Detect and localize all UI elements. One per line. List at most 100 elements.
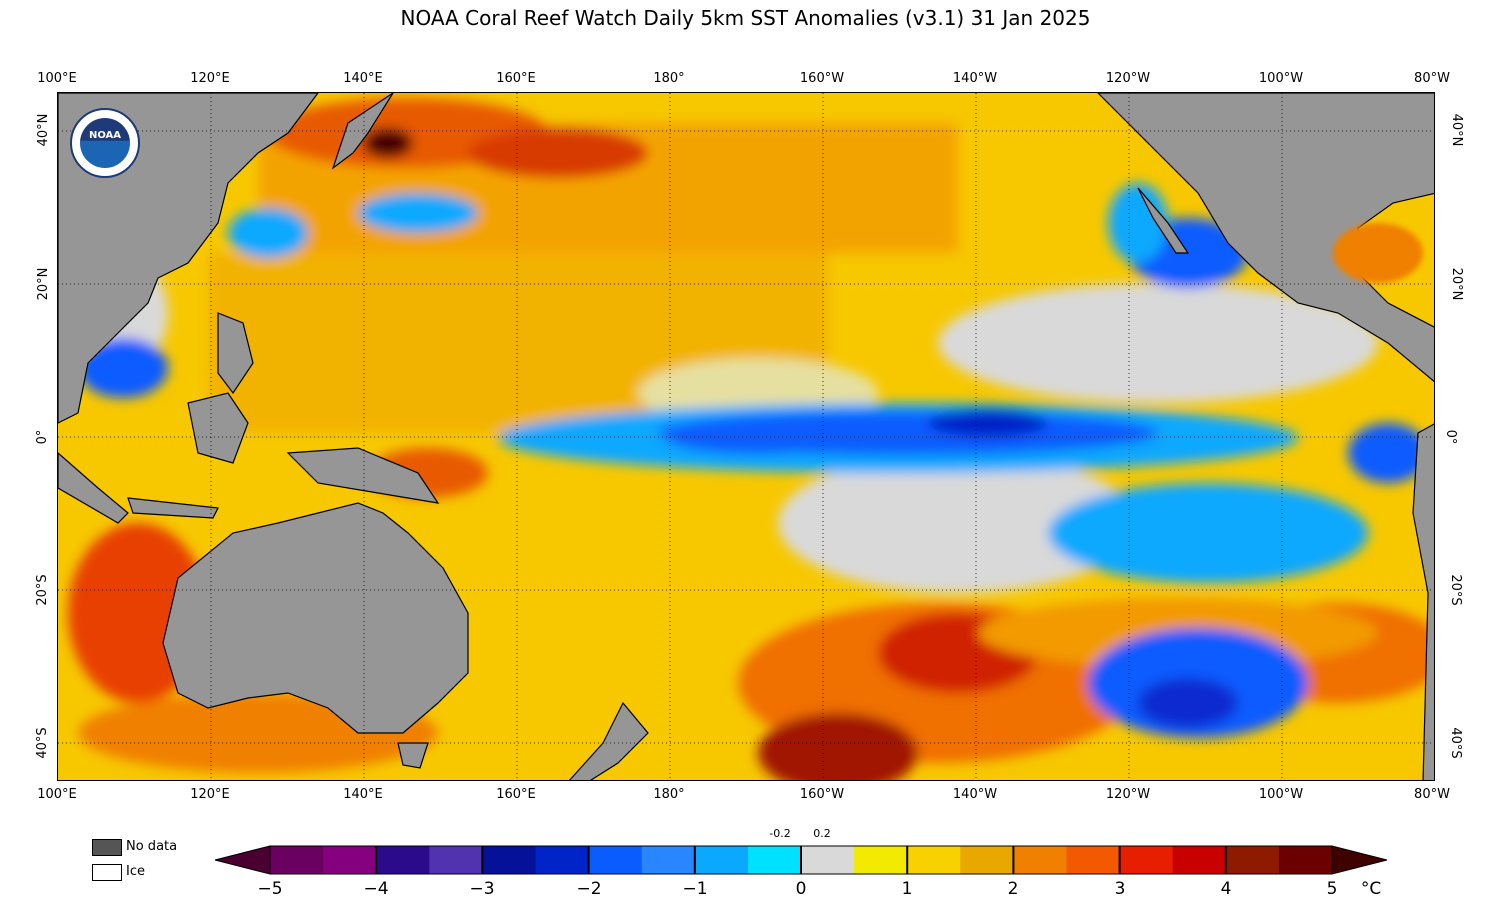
- lon-label-top: 140°E: [343, 71, 383, 86]
- colorbar-tick-label: −3: [469, 879, 495, 899]
- noaa-logo: NOAA: [70, 108, 140, 178]
- lat-label-left: 40°S: [35, 727, 51, 759]
- land-java: [127, 497, 219, 519]
- colorbar-segment: [429, 846, 483, 874]
- neutral-region: [778, 453, 1138, 593]
- lat-label-right: 40°S: [1448, 727, 1464, 759]
- colorbar-max-arrow: [1331, 845, 1388, 875]
- lon-label-top: 120°W: [1105, 71, 1151, 86]
- colorbar-unit: °C: [1360, 879, 1382, 899]
- lat-label-left: 40°N: [35, 113, 51, 147]
- lon-label-bottom: 140°E: [343, 787, 383, 802]
- colorbar-segment: [907, 846, 961, 874]
- ice-label: Ice: [126, 864, 145, 879]
- anomaly-region: [363, 128, 413, 158]
- colorbar-tick-label: −4: [363, 879, 389, 899]
- lon-label-top: 100°E: [37, 71, 77, 86]
- lon-label-bottom: 160°E: [496, 787, 536, 802]
- lon-label-top: 80°W: [1414, 71, 1450, 86]
- lon-label-bottom: 140°W: [952, 787, 998, 802]
- land-borneo: [187, 392, 249, 464]
- colorbar-segment: [588, 846, 643, 874]
- colorbar-segment: [1172, 846, 1227, 874]
- lon-label-top: 160°W: [799, 71, 845, 86]
- no-data-label: No data: [126, 839, 178, 854]
- land-south-america: [1412, 423, 1434, 780]
- colorbar-segment: [1119, 846, 1174, 874]
- lon-label-top: 120°E: [190, 71, 230, 86]
- lon-label-bottom: 120°W: [1105, 787, 1151, 802]
- land-asia: [58, 93, 319, 424]
- lon-label-bottom: 100°E: [37, 787, 77, 802]
- colorbar-tick-label: 4: [1220, 879, 1232, 899]
- anomaly-region: [468, 128, 648, 178]
- lon-label-bottom: 80°W: [1414, 787, 1450, 802]
- map-title: NOAA Coral Reef Watch Daily 5km SST Anom…: [400, 6, 1091, 30]
- noaa-logo-text: NOAA: [88, 130, 122, 141]
- land-sumatra: [58, 452, 129, 524]
- colorbar-segment: [482, 846, 536, 874]
- sst-anomaly-map: [57, 92, 1435, 781]
- cold-anomaly: [1348, 423, 1428, 483]
- lat-label-right: 20°N: [1448, 267, 1464, 301]
- lat-label-left: 20°S: [35, 574, 51, 606]
- colorbar-tick-label: −1: [682, 879, 708, 899]
- cold-anomaly: [1048, 483, 1368, 583]
- lon-label-bottom: 120°E: [190, 787, 230, 802]
- land-north-america: [1097, 93, 1434, 383]
- land-new-guinea: [286, 447, 440, 504]
- lon-label-top: 100°W: [1258, 71, 1304, 86]
- anomaly-region: [1333, 223, 1423, 283]
- lon-label-top: 180°: [653, 71, 685, 86]
- cold-anomaly: [78, 338, 168, 398]
- lat-label-right: 20°S: [1448, 574, 1464, 606]
- colorbar-segment: [1225, 846, 1280, 874]
- cold-anomaly: [668, 422, 848, 454]
- noaa-logo-emblem: NOAA: [80, 118, 130, 168]
- cold-anomaly: [928, 409, 1048, 437]
- colorbar-small-tick-label: -0.2: [769, 827, 791, 840]
- colorbar-segment: [747, 846, 802, 874]
- colorbar-tick-label: 1: [901, 879, 913, 899]
- colorbar-segment: [641, 846, 696, 874]
- colorbar-segment: [694, 846, 749, 874]
- colorbar-min-arrow: [214, 845, 271, 875]
- colorbar-segment: [270, 846, 324, 874]
- anomaly-region: [758, 713, 918, 780]
- colorbar-segment: [854, 846, 908, 874]
- lon-label-bottom: 180°: [653, 787, 685, 802]
- colorbar-tick-label: 2: [1007, 879, 1019, 899]
- cold-anomaly: [228, 208, 308, 258]
- lat-label-left: 0°: [34, 429, 50, 445]
- lat-label-left: 20°N: [35, 267, 51, 301]
- lat-label-right: 40°N: [1448, 113, 1464, 147]
- land-baja: [1137, 187, 1190, 254]
- lon-label-top: 160°E: [496, 71, 536, 86]
- colorbar-segment: [1066, 846, 1121, 874]
- lat-label-right: 0°: [1442, 429, 1458, 445]
- cold-anomaly: [1138, 678, 1238, 728]
- ice-swatch: [92, 864, 122, 881]
- colorbar-segment: [1278, 846, 1333, 874]
- colorbar-tick-label: 5: [1326, 879, 1338, 899]
- colorbar-segment: [960, 846, 1014, 874]
- colorbar-segment: [323, 846, 377, 874]
- cold-anomaly: [358, 193, 478, 233]
- colorbar-segment: [1013, 846, 1067, 874]
- land-japan: [331, 93, 394, 170]
- colorbar: [214, 845, 1388, 875]
- colorbar-tick-label: 3: [1114, 879, 1126, 899]
- no-data-swatch: [92, 839, 122, 856]
- land-australia: [162, 502, 469, 734]
- neutral-region: [938, 283, 1378, 403]
- colorbar-segment: [535, 846, 590, 874]
- colorbar-segment: [801, 846, 855, 874]
- colorbar-tick-label: −2: [576, 879, 602, 899]
- lon-label-bottom: 160°W: [799, 787, 845, 802]
- land-philippines: [217, 312, 254, 395]
- cold-anomaly: [1108, 183, 1168, 263]
- colorbar-tick-label: −5: [257, 879, 283, 899]
- lon-label-top: 140°W: [952, 71, 998, 86]
- colorbar-tick-label: 0: [795, 879, 807, 899]
- colorbar-segment: [376, 846, 430, 874]
